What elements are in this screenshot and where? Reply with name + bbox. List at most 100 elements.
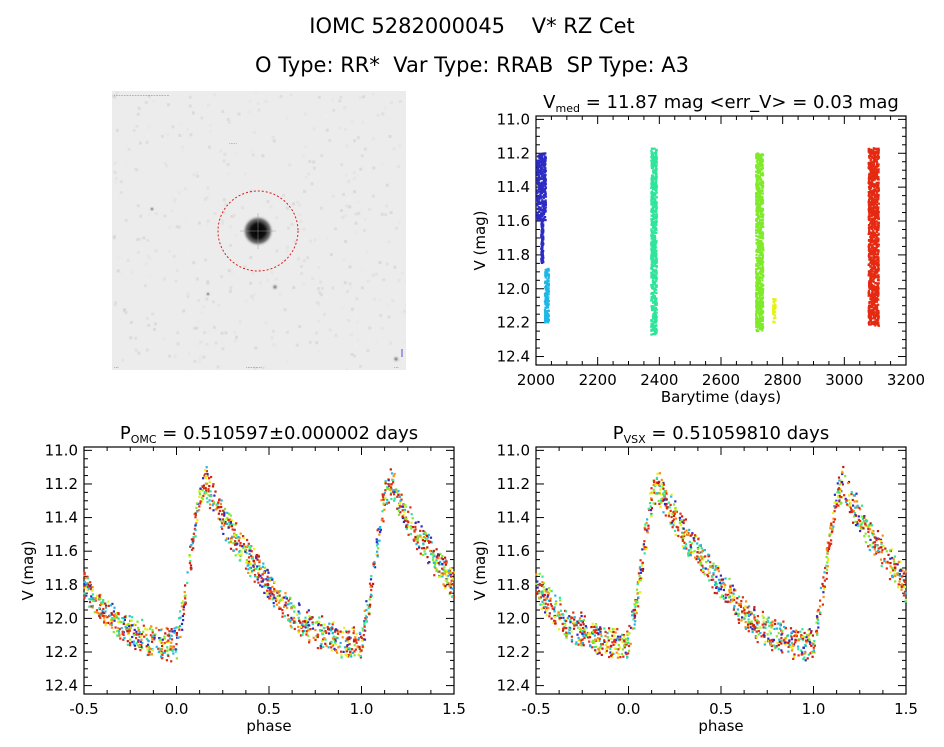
data-point xyxy=(877,294,880,297)
data-point xyxy=(375,538,378,541)
data-point xyxy=(651,280,654,283)
data-point xyxy=(651,215,654,218)
data-point xyxy=(293,610,296,613)
data-point xyxy=(179,625,182,628)
data-point xyxy=(540,192,544,195)
data-point xyxy=(153,638,156,641)
data-point xyxy=(872,214,875,217)
data-point xyxy=(877,310,880,313)
data-point xyxy=(653,260,656,264)
data-point xyxy=(235,522,238,525)
data-point xyxy=(772,320,775,323)
data-point xyxy=(222,509,225,512)
data-point xyxy=(208,480,211,483)
data-point xyxy=(871,198,874,201)
data-point xyxy=(248,547,251,550)
data-point xyxy=(212,483,215,486)
data-point xyxy=(410,513,413,516)
data-point xyxy=(687,554,690,557)
data-point xyxy=(319,629,322,632)
data-point xyxy=(287,599,290,602)
data-point xyxy=(652,163,655,166)
data-point xyxy=(545,283,549,286)
data-point xyxy=(291,605,294,608)
data-point xyxy=(308,615,311,618)
data-point xyxy=(266,589,269,592)
data-point xyxy=(103,615,106,618)
data-point xyxy=(372,565,375,568)
data-point xyxy=(131,640,134,644)
data-point xyxy=(874,195,877,198)
data-point xyxy=(539,202,542,205)
data-point xyxy=(650,156,653,159)
data-point xyxy=(167,634,171,637)
data-point xyxy=(744,605,747,608)
data-point xyxy=(539,157,542,160)
data-point xyxy=(365,600,368,603)
data-point xyxy=(650,292,653,295)
data-point xyxy=(271,585,274,588)
data-point xyxy=(101,613,104,616)
data-point xyxy=(759,155,763,158)
data-point xyxy=(872,171,875,174)
data-point xyxy=(650,284,653,287)
data-point xyxy=(132,632,135,635)
data-point xyxy=(872,211,875,214)
data-point xyxy=(876,163,879,166)
data-point xyxy=(434,567,437,570)
data-point xyxy=(870,180,873,184)
data-point xyxy=(784,626,787,630)
data-point xyxy=(869,270,872,273)
data-point xyxy=(242,535,245,538)
data-point xyxy=(86,584,89,587)
data-point xyxy=(170,638,174,641)
data-point xyxy=(869,176,872,179)
data-point xyxy=(390,486,393,489)
data-point xyxy=(756,250,759,253)
data-point xyxy=(653,251,656,254)
y-tick-label: 11.4 xyxy=(497,509,530,527)
data-point xyxy=(877,149,880,152)
data-point xyxy=(558,596,561,599)
data-point xyxy=(245,558,248,562)
data-point xyxy=(311,616,314,619)
data-point xyxy=(257,555,260,558)
data-point xyxy=(541,154,544,157)
data-point xyxy=(653,177,656,180)
data-point xyxy=(257,573,261,577)
data-point xyxy=(539,193,542,196)
data-point xyxy=(874,237,877,240)
data-point xyxy=(539,195,542,198)
data-point xyxy=(386,487,389,491)
data-point xyxy=(759,201,763,204)
data-point xyxy=(444,556,447,559)
data-point xyxy=(761,195,764,198)
data-point xyxy=(655,262,658,265)
data-point xyxy=(541,160,544,164)
data-point xyxy=(688,528,691,531)
data-point xyxy=(871,149,874,152)
data-point xyxy=(830,542,833,545)
data-point xyxy=(868,176,871,179)
data-point xyxy=(202,485,205,488)
data-point xyxy=(652,284,655,287)
data-point xyxy=(289,624,292,627)
data-point xyxy=(256,558,259,561)
data-point xyxy=(650,263,653,266)
data-point xyxy=(146,643,150,646)
x-tick-label: 0.0 xyxy=(165,700,189,718)
data-point xyxy=(131,616,134,619)
data-point xyxy=(547,289,550,292)
data-point xyxy=(360,636,363,639)
data-point xyxy=(413,539,416,542)
data-point xyxy=(336,629,339,632)
data-point xyxy=(755,160,758,163)
data-point xyxy=(376,529,379,532)
data-point xyxy=(111,617,114,620)
data-point xyxy=(441,555,444,558)
data-point xyxy=(221,513,224,516)
data-point xyxy=(756,165,759,168)
data-point xyxy=(650,214,653,217)
data-point xyxy=(402,520,405,523)
data-point xyxy=(171,630,174,633)
